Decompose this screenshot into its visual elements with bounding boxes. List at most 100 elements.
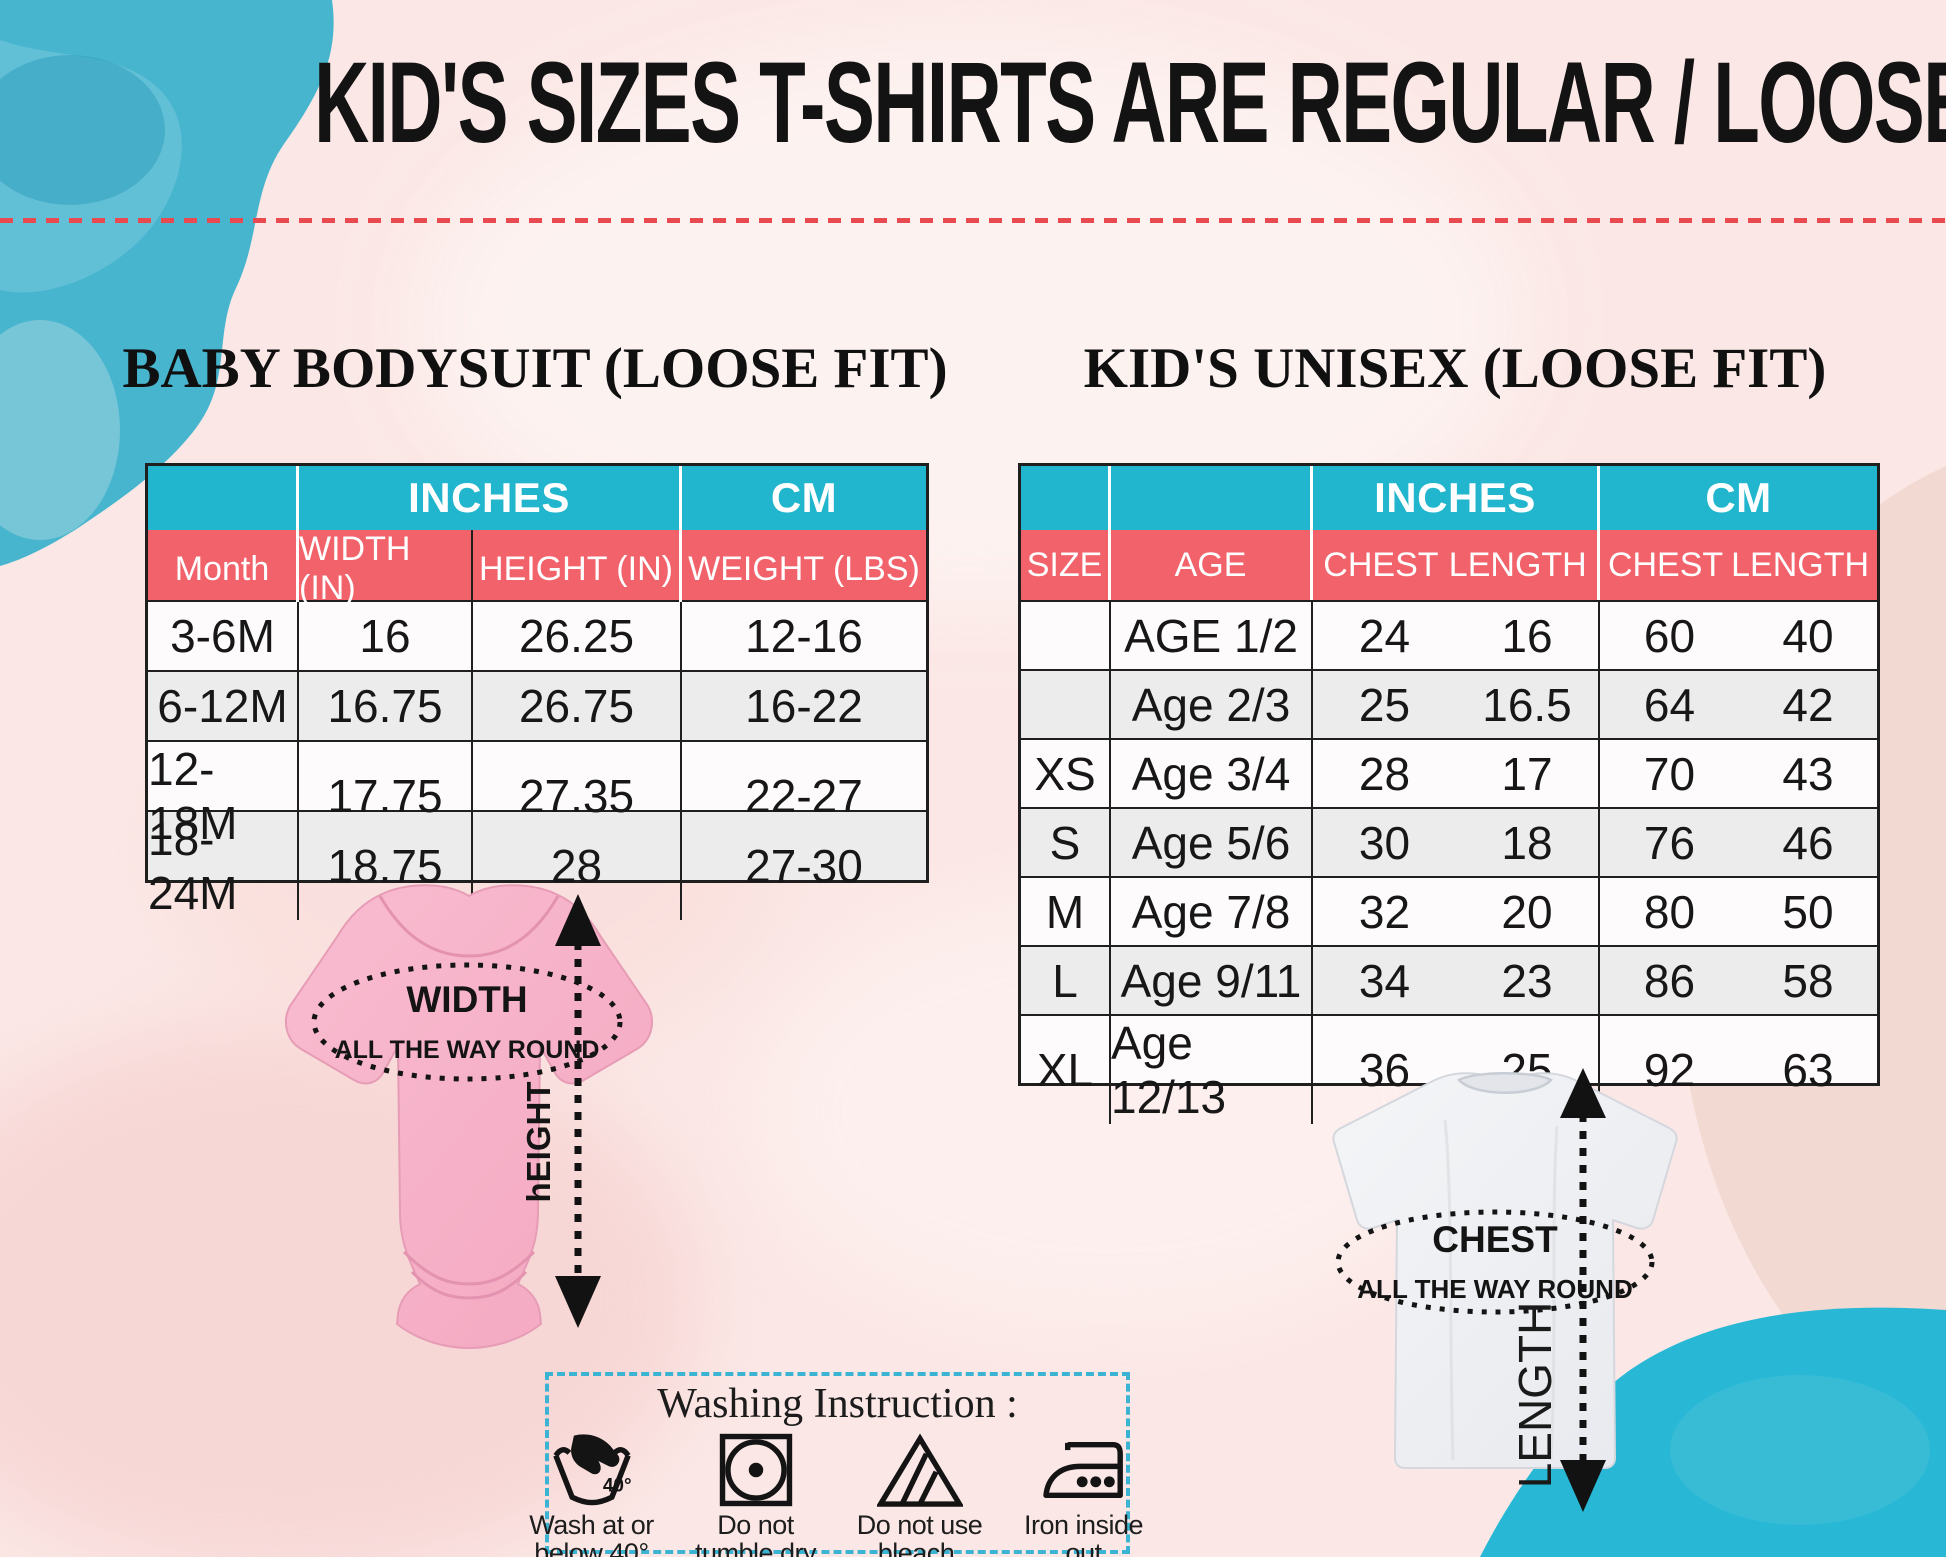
washing-item: Iron inside out Low Temp.	[1017, 1432, 1151, 1557]
kids-section-heading: KID'S UNISEX (LOOSE FIT)	[1083, 337, 1827, 400]
weight-cell: 27-30	[745, 840, 863, 892]
teal-watercolor-blob-bottom-right	[1480, 1307, 1946, 1557]
length-in-cell: 23	[1456, 947, 1600, 1014]
table-row: L Age 9/11 34 23 86 58	[1021, 945, 1877, 1014]
column-header: SIZE	[1021, 530, 1111, 600]
column-header-row: SIZE AGE CHEST LENGTH CHEST LENGTH	[1021, 530, 1877, 600]
page-title: KID'S SIZES T-SHIRTS ARE REGULAR / LOOSE…	[314, 38, 1946, 167]
size-cell: S	[1021, 809, 1111, 876]
chest-in-cell: 34	[1358, 954, 1411, 1007]
month-cell: 3-6M	[148, 602, 299, 670]
column-header-row: Month WIDTH (IN) HEIGHT (IN) WEIGHT (LBS…	[148, 530, 926, 608]
arrow-up-icon	[1560, 1068, 1606, 1118]
length-label: LENGTH	[1509, 1302, 1561, 1489]
kids-unisex-size-table: INCHES CM SIZE AGE CHEST LENGTH CHEST LE…	[1018, 463, 1880, 1124]
chest-cm-cell: 76	[1643, 816, 1696, 869]
column-header: LENGTH	[1731, 545, 1870, 584]
height-cell: 26.25	[473, 602, 682, 670]
washing-caption: Do not tumble dry	[694, 1510, 817, 1557]
chest-in-cell: 32	[1358, 885, 1411, 938]
table-row: XL Age 12/13 36 25 92 63	[1021, 1014, 1877, 1124]
table-row: 12-18M 17.75 27.35 22-27	[148, 740, 926, 850]
height-cell: 27.35	[473, 742, 682, 850]
washing-caption: Do not use bleach.	[856, 1510, 983, 1557]
chest-cm-cell: 80	[1643, 885, 1696, 938]
blank-header-cell	[148, 466, 299, 530]
size-cell	[1021, 671, 1111, 738]
blank-header-cell	[1111, 466, 1313, 530]
width-measure-ellipse	[311, 962, 623, 1082]
age-cell: Age 3/4	[1111, 740, 1313, 807]
height-cell: 28	[473, 812, 682, 920]
length-in-cell: 17	[1456, 740, 1600, 807]
width-cell: 18.75	[299, 812, 473, 920]
washing-caption: Wash at or below 40°	[529, 1510, 654, 1557]
column-header-pair: CHEST LENGTH	[1313, 530, 1600, 600]
length-in-cell: 16.5	[1456, 671, 1600, 738]
age-cell: AGE 1/2	[1111, 602, 1313, 669]
age-cell: Age 12/13	[1111, 1016, 1313, 1124]
cm-header-cell: CM	[770, 474, 838, 521]
chest-cm-cell: 60	[1643, 609, 1696, 662]
table-row: 6-12M 16.75 26.75 16-22	[148, 670, 926, 740]
washing-instruction-box: Washing Instruction : 40° Wash at or bel…	[529, 1372, 1144, 1557]
month-cell: 12-18M	[148, 742, 299, 850]
chest-cm-cell: 92	[1643, 1044, 1696, 1096]
washing-instruction-title: Washing Instruction :	[657, 1381, 1018, 1427]
washing-caption: Iron inside out Low Temp.	[1023, 1510, 1144, 1557]
column-header: WEIGHT (LBS)	[688, 549, 920, 588]
column-header: Month	[148, 530, 299, 608]
width-cell: 16.75	[299, 672, 473, 740]
do-not-use-bleach-icon	[876, 1433, 963, 1507]
size-cell: L	[1021, 947, 1111, 1014]
column-header: CHEST	[1323, 545, 1439, 584]
weight-cell: 22-27	[745, 770, 863, 822]
envelope-neckline	[378, 895, 560, 958]
chest-measure-ellipse	[1335, 1209, 1655, 1315]
size-cell	[1021, 602, 1111, 669]
baby-bodysuit-size-table: INCHES CM Month WIDTH (IN) HEIGHT (IN) W…	[145, 463, 929, 920]
height-label: hEIGHT	[520, 1082, 557, 1203]
washing-item: Do not tumble dry	[689, 1432, 823, 1557]
chest-in-cell: 30	[1358, 816, 1411, 869]
dashed-divider-line	[0, 218, 1946, 223]
age-cell: Age 7/8	[1111, 878, 1313, 945]
column-header: LENGTH	[1448, 545, 1587, 584]
do-not-tumble-dry-icon	[719, 1433, 792, 1507]
washing-item: 40° Wash at or below 40°	[525, 1432, 659, 1557]
width-cell: 16	[299, 602, 473, 670]
baby-section-heading: BABY BODYSUIT (LOOSE FIT)	[122, 337, 948, 400]
bodysuit-shape	[285, 884, 653, 1350]
inches-header-cell: INCHES	[299, 466, 682, 530]
length-cm-cell: 50	[1782, 885, 1834, 938]
chest-in-cell: 25	[1358, 678, 1411, 731]
month-cell: 18-24M	[148, 812, 299, 920]
teal-watercolor-blob-top-left	[0, 0, 334, 566]
length-in-cell: 20	[1456, 878, 1600, 945]
table-row: 18-24M 18.75 28 27-30	[148, 810, 926, 920]
length-cm-cell: 40	[1782, 609, 1834, 662]
iron-inside-out-low-temp-icon	[1042, 1441, 1123, 1499]
tshirt-shape	[1332, 1072, 1678, 1469]
size-cell: XL	[1021, 1016, 1111, 1124]
chest-in-cell: 36	[1358, 1044, 1411, 1096]
chest-cm-cell: 64	[1643, 678, 1696, 731]
washing-item: Do not use bleach.	[853, 1432, 987, 1557]
height-cell: 26.75	[473, 672, 682, 740]
length-cm-cell: 43	[1782, 747, 1834, 800]
length-cm-cell: 46	[1782, 816, 1834, 869]
width-sublabel: ALL THE WAY ROUND	[335, 1036, 600, 1064]
column-header-pair: CHEST LENGTH	[1600, 530, 1877, 600]
chest-in-cell: 28	[1358, 747, 1411, 800]
unit-header-row: INCHES CM	[1021, 466, 1877, 530]
length-cm-cell: 63	[1782, 1044, 1834, 1096]
crotch-seam	[410, 1270, 528, 1300]
width-label: WIDTH	[406, 979, 527, 1020]
column-header: WIDTH (IN)	[299, 530, 473, 608]
size-cell: M	[1021, 878, 1111, 945]
crotch-seam	[402, 1250, 536, 1286]
fabric-fold	[1549, 1125, 1559, 1461]
tshirt-collar	[1456, 1072, 1554, 1094]
table-row: AGE 1/2 24 16 60 40	[1021, 600, 1877, 669]
washing-icons-row: 40° Wash at or below 40° Do not tumble d…	[525, 1432, 1151, 1557]
